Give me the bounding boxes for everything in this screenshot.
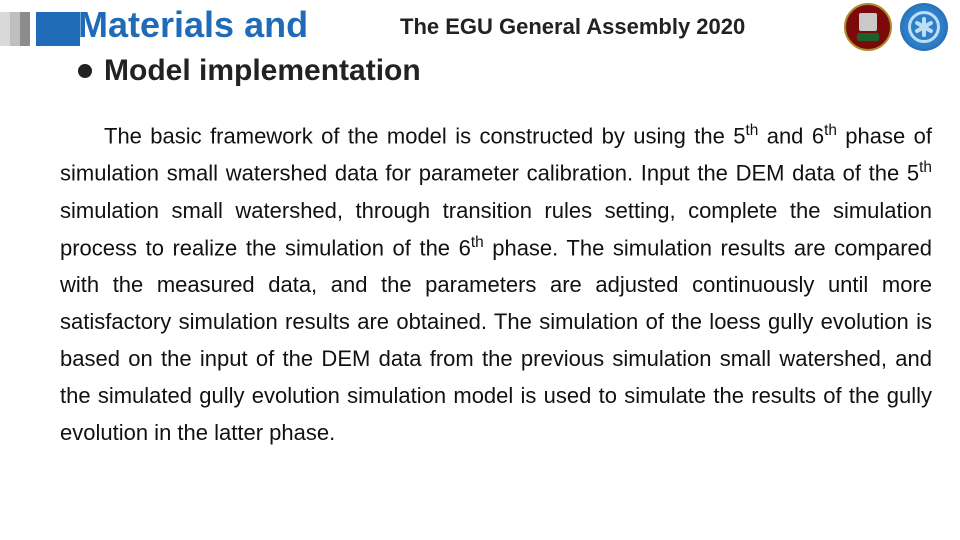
- accent-bars: [0, 12, 80, 46]
- logo-group: [844, 3, 948, 51]
- partner-logo-icon: [900, 3, 948, 51]
- accent-stripe: [0, 12, 10, 46]
- conference-label: The EGU General Assembly 2020: [400, 14, 745, 40]
- body-paragraph: The basic framework of the model is cons…: [60, 118, 932, 452]
- slide: Materials and The EGU General Assembly 2…: [0, 0, 960, 540]
- accent-stripe: [10, 12, 20, 46]
- accent-block: [36, 12, 80, 46]
- section-heading: Model implementation: [78, 54, 421, 88]
- section-heading-text: Model implementation: [104, 54, 421, 88]
- nnu-crest-icon: [844, 3, 892, 51]
- page-title: Materials and: [78, 4, 308, 46]
- accent-stripe: [20, 12, 30, 46]
- bullet-icon: [78, 64, 92, 78]
